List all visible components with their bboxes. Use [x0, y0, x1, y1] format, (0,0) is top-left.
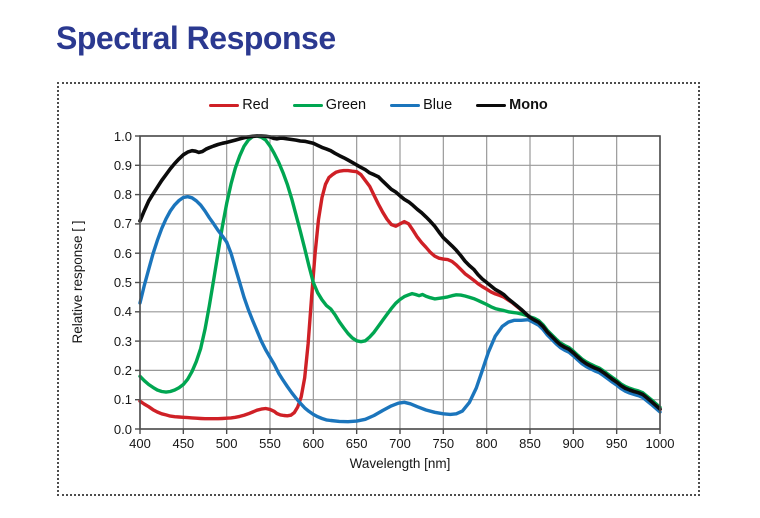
x-tick-label-850: 850 [519, 436, 541, 451]
y-tick-label-0.5: 0.5 [113, 275, 132, 290]
y-tick-label-0.7: 0.7 [113, 216, 132, 232]
curve-blue [138, 195, 662, 424]
x-tick-label-600: 600 [302, 436, 325, 451]
x-tick-label-1000: 1000 [645, 436, 675, 451]
plot-area [135, 134, 662, 434]
y-axis-title: Relative response [ ] [70, 220, 85, 344]
x-tick-label-950: 950 [605, 436, 628, 451]
legend-item-blue: Blue [390, 98, 452, 113]
chart-legend: Red Green Blue Mono [59, 98, 698, 113]
legend-swatch-red [209, 103, 240, 107]
legend-swatch-green [292, 103, 323, 107]
legend-label-red: Red [242, 97, 269, 113]
y-tick-label-0.8: 0.8 [113, 187, 132, 203]
y-tick-label-0.0: 0.0 [113, 421, 132, 437]
y-tick-label-0.9: 0.9 [113, 157, 132, 173]
x-tick-label-400: 400 [129, 436, 151, 451]
legend-item-mono: Mono [476, 98, 548, 113]
x-tick-label-500: 500 [215, 436, 238, 451]
y-tick-label-1.0: 1.0 [113, 128, 132, 144]
x-tick-label-750: 750 [432, 436, 455, 451]
legend-swatch-mono [476, 103, 507, 107]
y-tick-label-0.2: 0.2 [113, 362, 132, 378]
x-tick-label-700: 700 [389, 436, 411, 451]
x-tick-label-800: 800 [475, 436, 498, 451]
x-tick-label-650: 650 [345, 436, 368, 451]
x-axis-title: Wavelength [nm] [349, 456, 451, 471]
legend-item-green: Green [292, 97, 367, 113]
legend-label-green: Green [325, 97, 367, 113]
x-tick-label-900: 900 [562, 436, 585, 451]
curve-mono [138, 134, 662, 411]
x-tick-label-550: 550 [259, 436, 281, 451]
y-tick-label-0.3: 0.3 [113, 333, 132, 349]
y-tick-label-0.6: 0.6 [113, 245, 132, 261]
chart-panel: Red Green Blue Mono 400 450 500 550 600 650 700 75… [57, 82, 700, 496]
legend-item-red: Red [209, 98, 269, 113]
legend-label-mono: Mono [509, 97, 548, 113]
page-title: Spectral Response [56, 20, 336, 56]
y-tick-label-0.1: 0.1 [113, 392, 132, 408]
legend-swatch-blue [390, 103, 421, 107]
x-tick-label-450: 450 [172, 436, 195, 451]
y-tick-label-0.4: 0.4 [113, 304, 132, 320]
legend-label-blue: Blue [423, 97, 453, 113]
plot-frame [139, 135, 661, 430]
